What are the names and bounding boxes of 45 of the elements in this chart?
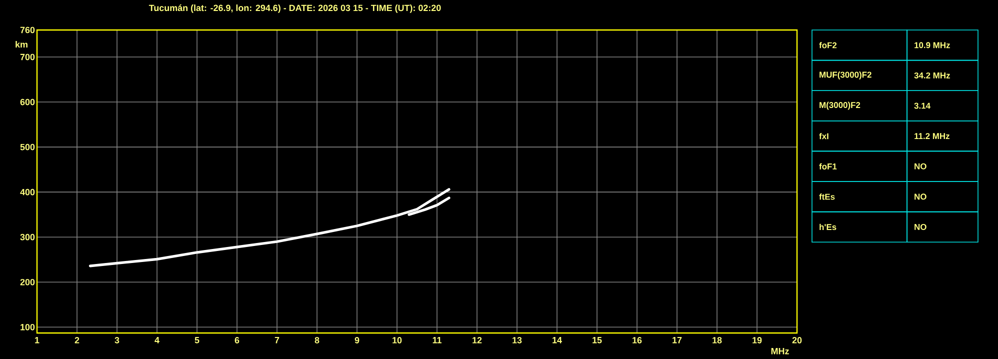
x-tick-label: 14	[552, 337, 562, 344]
y-tick-label: 200	[20, 278, 35, 286]
x-tick-label: 20	[792, 337, 802, 344]
chart-title: Tucumán (lat: -26.9, lon: 294.6) - DATE: 2026 03 15 - TIME (UT): 02:20	[148, 4, 441, 13]
category-label: h'Es	[820, 224, 836, 230]
x-tick-label: 13	[512, 337, 522, 344]
text: NO	[914, 224, 926, 230]
text: NO	[914, 163, 926, 170]
x-tick-label: 15	[592, 337, 602, 344]
x-tick-label: 3	[114, 337, 120, 344]
x-tick-label: 18	[712, 337, 722, 344]
x-tick-label: 6	[234, 337, 240, 344]
text: NO	[914, 194, 926, 200]
x-tick-label: 16	[632, 337, 642, 344]
x-tick-label: 11	[432, 337, 442, 344]
category-label: foF2	[819, 42, 837, 48]
x-tick-label: 2	[74, 337, 80, 344]
text: 11.2 MHz	[914, 133, 950, 140]
x-tick-label: 7	[274, 337, 280, 344]
text: 34.2 MHz	[914, 72, 950, 78]
y-tick-label: 100	[20, 324, 35, 330]
y-tick-label: 300	[20, 234, 35, 240]
x-tick-label: 9	[354, 337, 360, 344]
x-axis-title: MHz	[771, 348, 789, 354]
y-tick-label: 500	[20, 144, 35, 150]
text: 3.14	[914, 102, 930, 109]
y-tick-label: 760	[20, 26, 35, 34]
y-axis-title: km	[16, 41, 28, 48]
y-tick-label: 600	[20, 98, 35, 106]
x-tick-label: 4	[154, 337, 160, 344]
category-label: fxI	[819, 132, 828, 140]
x-tick-label: 5	[194, 337, 200, 344]
category-label: ftEs	[819, 194, 835, 200]
x-tick-label: 10	[392, 337, 402, 344]
category-label: MUF(3000)F2	[820, 72, 872, 80]
category-label: M(3000)F2	[820, 102, 860, 110]
x-tick-label: 19	[752, 337, 762, 344]
x-tick-label: 8	[314, 337, 320, 344]
y-tick-label: 700	[20, 54, 35, 60]
x-tick-label: 1	[35, 337, 40, 344]
text: 10.9 MHz	[914, 42, 950, 48]
x-tick-label: 12	[472, 337, 482, 344]
x-tick-label: 17	[672, 337, 682, 344]
category-label: foF1	[819, 163, 837, 170]
y-tick-label: 400	[20, 188, 35, 196]
